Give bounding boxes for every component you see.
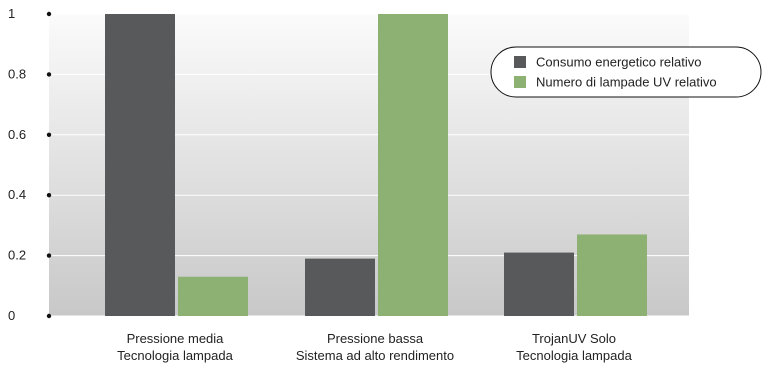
y-axis: 0 0.2 0.4 0.6 0.8 1 bbox=[8, 6, 52, 323]
y-tick-label: 1 bbox=[8, 6, 15, 21]
bar-consumo-2 bbox=[305, 258, 375, 316]
x-category-label: Tecnologia lampada bbox=[117, 348, 233, 363]
legend-label: Consumo energetico relativo bbox=[536, 55, 701, 70]
y-tick-label: 0.2 bbox=[8, 248, 26, 263]
legend: Consumo energetico relativo Numero di lam… bbox=[490, 46, 762, 98]
x-category-label: Pressione media bbox=[127, 331, 225, 346]
y-tick-label: 0.6 bbox=[8, 127, 26, 142]
bar-lampade-1 bbox=[178, 276, 248, 316]
x-category-label: TrojanUV Solo bbox=[532, 331, 616, 346]
y-tick-label: 0.4 bbox=[8, 187, 26, 202]
legend-label: Numero di lampade UV relativo bbox=[536, 75, 717, 90]
x-axis: Pressione media Tecnologia lampada Pressio… bbox=[117, 331, 632, 363]
y-tick-label: 0.8 bbox=[8, 66, 26, 81]
bar-consumo-1 bbox=[105, 14, 175, 316]
y-tick-mark bbox=[46, 253, 52, 258]
x-category-label: Tecnologia lampada bbox=[516, 348, 632, 363]
y-tick-mark bbox=[46, 72, 52, 77]
x-category-label: Pressione bassa bbox=[327, 331, 424, 346]
bars bbox=[105, 14, 647, 316]
y-tick-label: 0 bbox=[8, 308, 15, 323]
y-tick-mark bbox=[46, 193, 52, 198]
x-category-label: Sistema ad alto rendimento bbox=[296, 348, 454, 363]
legend-swatch bbox=[514, 76, 526, 88]
legend-swatch bbox=[514, 56, 526, 68]
bar-consumo-3 bbox=[504, 252, 574, 316]
y-tick-mark bbox=[46, 132, 52, 137]
legend-box bbox=[490, 46, 762, 98]
y-tick-mark bbox=[46, 313, 52, 319]
bar-lampade-3 bbox=[577, 234, 647, 316]
y-tick-mark bbox=[46, 11, 52, 17]
bar-lampade-2 bbox=[378, 14, 448, 316]
